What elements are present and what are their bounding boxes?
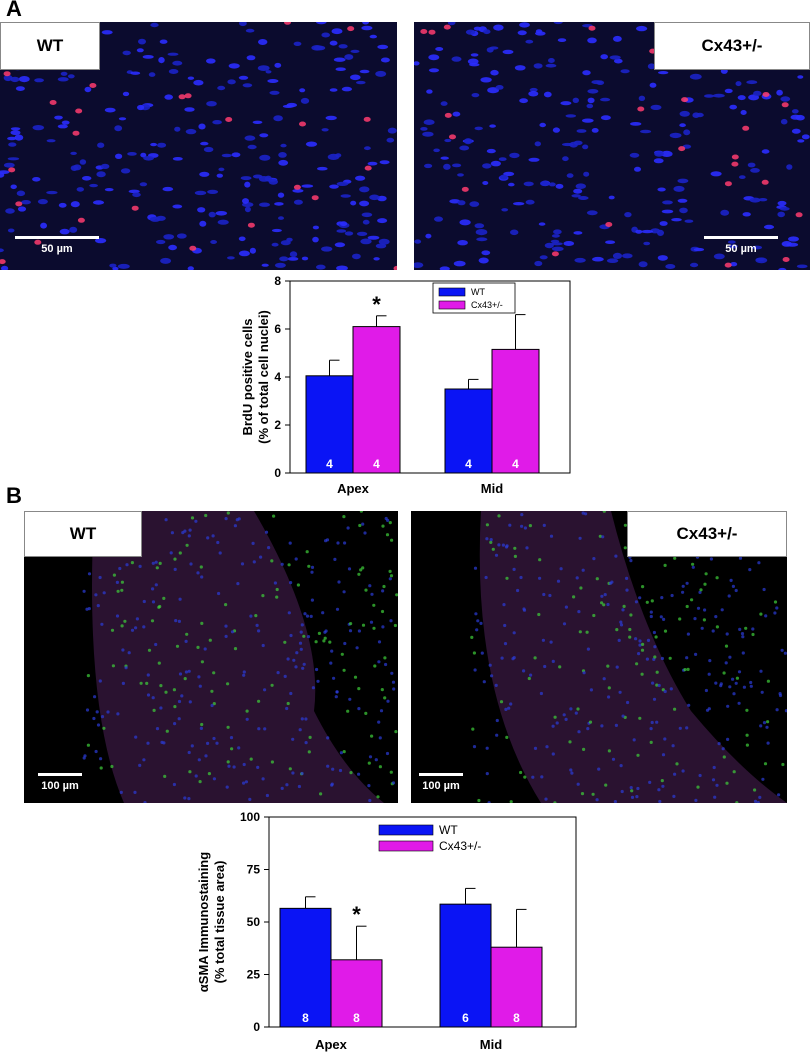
bar: [490, 946, 543, 1028]
sample-size-label: 8: [302, 1011, 309, 1025]
bar: [352, 326, 401, 474]
scale-bar-label: 100 µm: [41, 780, 79, 792]
bar: [439, 903, 492, 1028]
y-tick-label: 2: [274, 418, 281, 432]
scale-bar-label: 100 µm: [422, 780, 460, 792]
scale-bar: 100 µm: [38, 773, 82, 792]
micro-b-cx43: Cx43+/- 100 µm: [411, 511, 787, 803]
asma-bar-chart: 0 25 50 75 100 αSMA Immunostaining(% total ti…: [196, 810, 577, 1052]
legend: WT Cx43+/-: [432, 282, 516, 314]
legend-label: Cx43+/-: [439, 839, 481, 853]
genotype-label-wt: WT: [0, 22, 100, 70]
y-tick-label: 0: [253, 1020, 260, 1034]
microscopy-image: [411, 511, 787, 803]
microscopy-image: [24, 511, 398, 803]
sample-size-label: 8: [353, 1011, 360, 1025]
bar: [444, 388, 493, 474]
genotype-label-cx43: Cx43+/-: [654, 22, 810, 70]
legend-label: WT: [471, 287, 485, 297]
y-tick-label: 8: [274, 274, 281, 288]
genotype-label-cx43: Cx43+/-: [627, 511, 787, 557]
y-tick-label: 6: [274, 322, 281, 336]
y-tick-label: 25: [247, 968, 261, 982]
significance-marker: *: [352, 902, 361, 927]
legend-swatch: [438, 287, 466, 297]
sample-size-label: 4: [512, 457, 519, 471]
legend: WT Cx43+/-: [373, 820, 481, 854]
bar: [491, 348, 540, 474]
panel-b-letter: B: [6, 483, 22, 508]
x-category-label: Mid: [480, 1037, 502, 1052]
legend-swatch: [378, 824, 434, 836]
panel-a-letter: A: [6, 0, 22, 21]
y-axis-label: αSMA Immunostaining(% total tissue area): [196, 852, 227, 992]
legend-label: WT: [439, 823, 458, 837]
scale-bar-label: 50 µm: [41, 243, 73, 255]
y-tick-label: 0: [274, 466, 281, 480]
sample-size-label: 4: [373, 457, 380, 471]
legend-swatch: [378, 840, 434, 852]
x-category-label: Mid: [481, 481, 503, 496]
significance-marker: *: [372, 292, 381, 317]
y-tick-label: 100: [240, 810, 260, 824]
sample-size-label: 6: [462, 1011, 469, 1025]
brdu-bar-chart: 0 2 4 6 8 BrdU positive cells(% of total cell…: [240, 274, 571, 496]
micro-b-wt: WT 100 µm: [24, 511, 398, 803]
scale-bar-label: 50 µm: [725, 243, 757, 255]
y-tick-label: 4: [274, 370, 281, 384]
y-axis-label: BrdU positive cells(% of total cell nucl…: [240, 310, 271, 444]
microscopy-image: [0, 22, 397, 270]
x-category-label: Apex: [315, 1037, 348, 1052]
sample-size-label: 8: [513, 1011, 520, 1025]
sample-size-label: 4: [465, 457, 472, 471]
scale-bar: 100 µm: [419, 773, 463, 792]
genotype-label-wt: WT: [24, 511, 142, 557]
x-category-label: Apex: [337, 481, 370, 496]
scale-bar: 50 µm: [704, 236, 778, 255]
legend-label: Cx43+/-: [471, 300, 503, 310]
micro-a-wt: WT 50 µm: [0, 22, 397, 270]
bar: [279, 907, 332, 1028]
y-tick-label: 75: [247, 863, 261, 877]
y-tick-label: 50: [247, 915, 261, 929]
legend-swatch: [438, 300, 466, 310]
micro-a-cx43: Cx43+/- 50 µm: [414, 22, 810, 270]
sample-size-label: 4: [326, 457, 333, 471]
scale-bar: 50 µm: [15, 236, 99, 255]
